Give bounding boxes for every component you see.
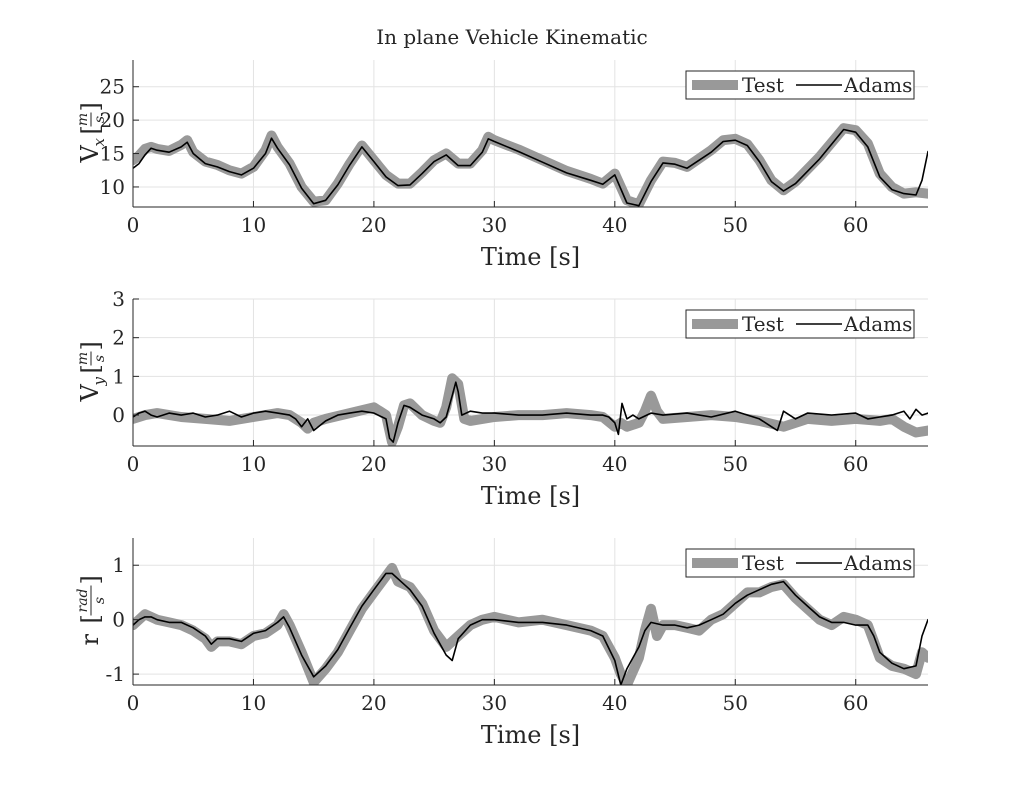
x-tick-label: 40 bbox=[602, 691, 627, 715]
series-line-adams bbox=[133, 381, 928, 443]
y-tick-label: 0 bbox=[112, 403, 125, 427]
x-tick-label: 30 bbox=[482, 691, 507, 715]
x-tick-label: 60 bbox=[843, 452, 868, 476]
legend-label-test: Test bbox=[742, 312, 784, 336]
legend-label-adams: Adams bbox=[843, 551, 912, 575]
series-line-test bbox=[133, 562, 928, 685]
y-axis-label: Vy [m s] bbox=[75, 341, 108, 402]
y-label-symbol: r bbox=[76, 634, 104, 646]
panel-2: 0 10 20 30 40 50 60 0 1 2 3 Time [s] Vy [m s] Test Adams bbox=[75, 287, 928, 510]
legend-label-test: Test bbox=[742, 73, 784, 97]
y-label-bracket-open: [ bbox=[77, 364, 105, 373]
x-tick-label: 40 bbox=[602, 213, 627, 237]
y-label-numerator: rad bbox=[75, 588, 91, 612]
y-tick-label: 0 bbox=[112, 608, 125, 632]
x-tick-label: 30 bbox=[482, 452, 507, 476]
x-axis-label: Time [s] bbox=[481, 243, 580, 271]
x-tick-label: 20 bbox=[361, 452, 386, 476]
x-tick-label: 10 bbox=[241, 691, 266, 715]
y-label-denominator: s bbox=[92, 116, 108, 123]
legend-label-adams: Adams bbox=[843, 312, 912, 336]
y-tick-label: 25 bbox=[100, 75, 125, 99]
x-tick-label: 10 bbox=[241, 213, 266, 237]
y-label-subscript: y bbox=[90, 377, 108, 387]
y-tick-label: 1 bbox=[112, 364, 125, 388]
x-tick-label: 0 bbox=[127, 452, 140, 476]
x-tick-label: 30 bbox=[482, 213, 507, 237]
x-tick-label: 60 bbox=[843, 213, 868, 237]
y-label-subscript: x bbox=[90, 138, 108, 147]
y-tick-label: 15 bbox=[100, 142, 125, 166]
y-tick-label: 10 bbox=[100, 175, 125, 199]
y-axis-label: r [ rad s] bbox=[75, 575, 108, 645]
x-tick-label: 50 bbox=[723, 691, 748, 715]
x-tick-label: 50 bbox=[723, 213, 748, 237]
y-label-numerator: m bbox=[75, 113, 91, 126]
y-label-symbol: V bbox=[76, 145, 104, 164]
y-label-bracket-open: [ bbox=[77, 614, 105, 623]
x-tick-label: 20 bbox=[361, 691, 386, 715]
legend: Test Adams bbox=[685, 548, 915, 578]
x-tick-label: 40 bbox=[602, 452, 627, 476]
legend: Test Adams bbox=[685, 70, 915, 100]
series-line-adams bbox=[133, 572, 928, 685]
x-tick-label: 0 bbox=[127, 213, 140, 237]
series-line-adams bbox=[133, 128, 928, 207]
y-label-bracket-close: ] bbox=[77, 341, 105, 350]
y-label-denominator: s bbox=[92, 597, 108, 604]
series-line-test bbox=[133, 123, 928, 207]
y-tick-label: -1 bbox=[106, 662, 125, 686]
y-label-bracket-close: ] bbox=[77, 575, 105, 584]
legend: Test Adams bbox=[685, 309, 915, 339]
x-tick-label: 10 bbox=[241, 452, 266, 476]
chart-title: In plane Vehicle Kinematic bbox=[376, 25, 647, 49]
x-tick-label: 50 bbox=[723, 452, 748, 476]
x-axis-label: Time [s] bbox=[481, 482, 580, 510]
x-tick-label: 0 bbox=[127, 691, 140, 715]
x-tick-label: 60 bbox=[843, 691, 868, 715]
legend-label-test: Test bbox=[742, 551, 784, 575]
series-line-test bbox=[133, 373, 928, 446]
y-label-bracket-open: [ bbox=[77, 125, 105, 134]
x-axis-label: Time [s] bbox=[481, 721, 580, 749]
y-label-denominator: s bbox=[92, 355, 108, 362]
y-tick-label: 3 bbox=[112, 287, 125, 311]
legend-label-adams: Adams bbox=[843, 73, 912, 97]
y-tick-label: 2 bbox=[112, 326, 125, 350]
y-axis-label: Vx [m s] bbox=[75, 102, 108, 163]
x-tick-label: 20 bbox=[361, 213, 386, 237]
y-label-bracket-close: ] bbox=[77, 102, 105, 111]
y-label-symbol: V bbox=[76, 384, 104, 403]
y-label-numerator: m bbox=[75, 352, 91, 365]
y-tick-label: 1 bbox=[112, 553, 125, 577]
y-tick-label: 20 bbox=[100, 108, 125, 132]
